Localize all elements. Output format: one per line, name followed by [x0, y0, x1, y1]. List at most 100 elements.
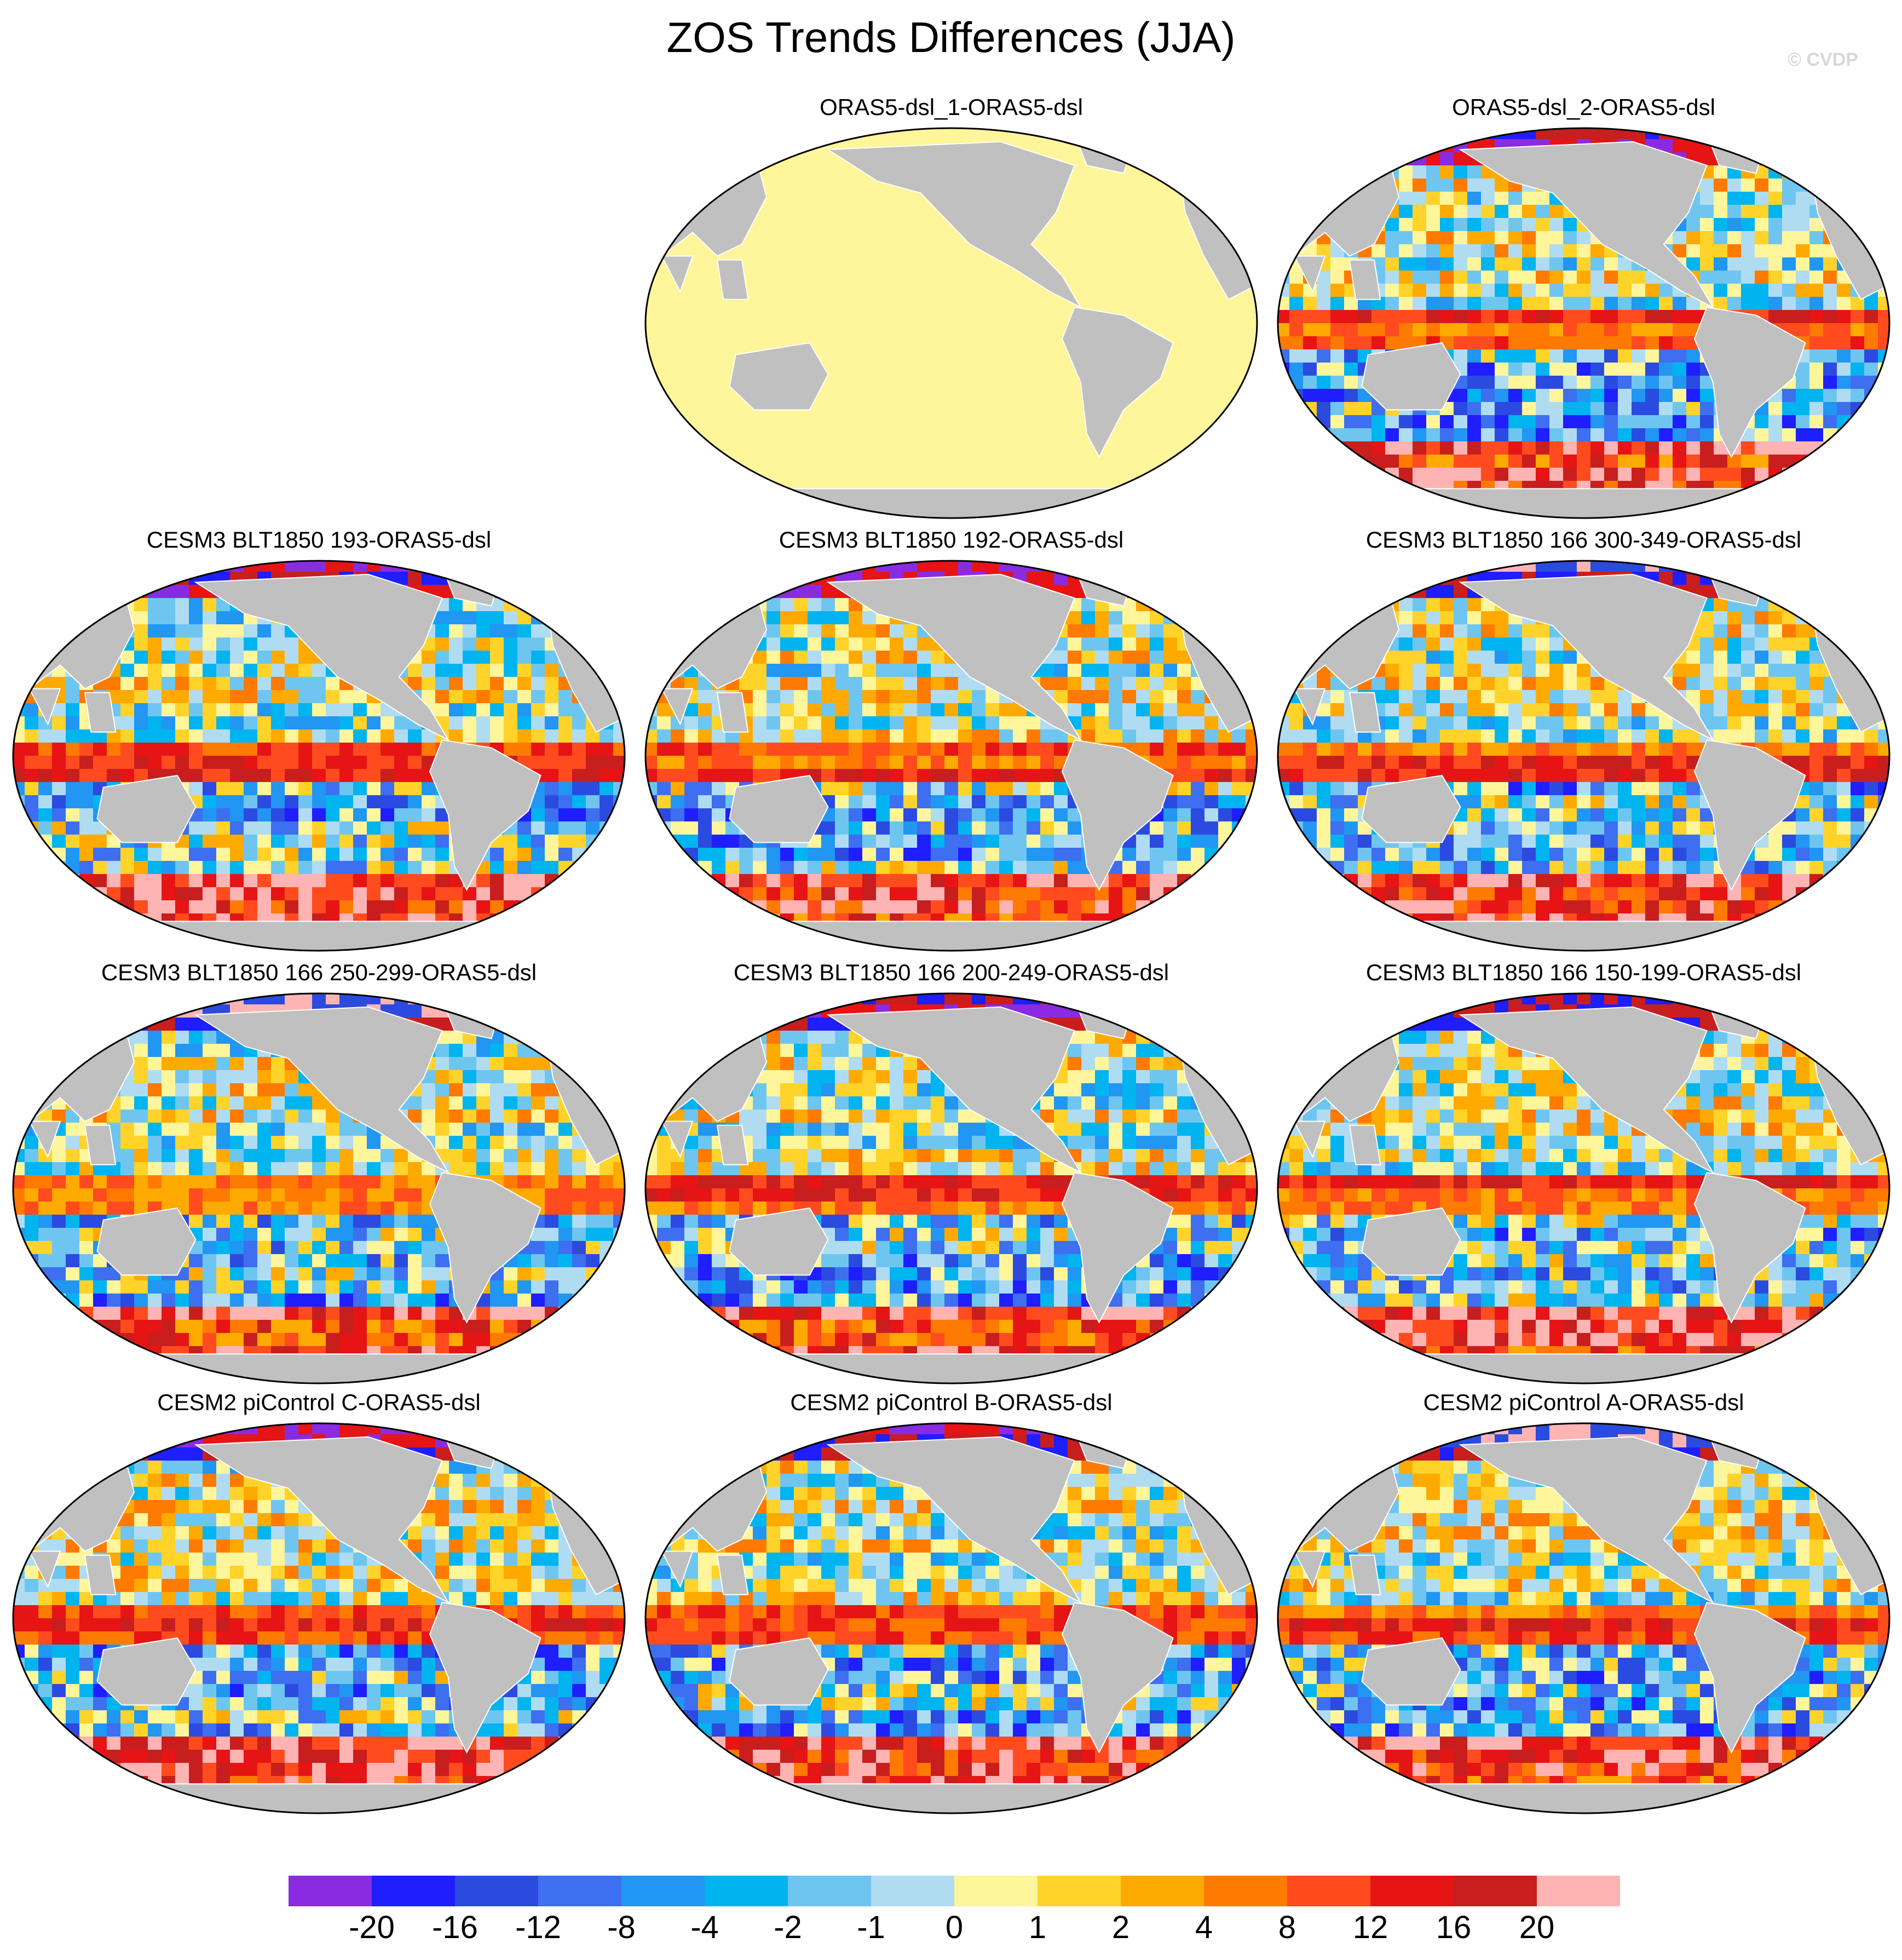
- land-mass: [84, 692, 117, 733]
- robinson-map: [1277, 992, 1891, 1384]
- land-mass: [72, 1783, 566, 1813]
- land-mass: [1061, 1602, 1174, 1754]
- colorbar-tick-label: -20: [349, 1910, 395, 1945]
- panel-title: CESM3 BLT1850 166 150-199-ORAS5-dsl: [1365, 959, 1802, 985]
- robinson-map: [1277, 1422, 1891, 1814]
- land-mass: [1061, 307, 1174, 458]
- colorbar-box: [455, 1876, 538, 1906]
- land-mass: [429, 1602, 541, 1754]
- land-mass: [84, 1554, 117, 1595]
- land-mass: [72, 921, 566, 951]
- robinson-map: [644, 127, 1258, 519]
- colorbar-tick-label: 0: [945, 1910, 964, 1945]
- land-mass: [716, 259, 749, 300]
- land-mass: [661, 688, 694, 726]
- map-panel: ORAS5-dsl_2-ORAS5-dsl: [1276, 93, 1892, 520]
- robinson-map: [1277, 127, 1891, 519]
- land-mass: [194, 573, 450, 742]
- colorbar-tick-label: -2: [774, 1910, 802, 1945]
- map-outline: [1277, 992, 1891, 1384]
- panel-title: ORAS5-dsl_1-ORAS5-dsl: [820, 94, 1083, 120]
- land-mass: [1459, 141, 1715, 309]
- colorbar-tick-label: -4: [690, 1910, 719, 1945]
- robinson-map: [644, 560, 1258, 952]
- colorbar-tick-label: 16: [1436, 1910, 1472, 1945]
- colorbar-tick-label: -1: [857, 1910, 885, 1945]
- land-mass: [716, 692, 749, 733]
- land-mass: [826, 141, 1082, 309]
- map-panel: CESM2 piControl B-ORAS5-dsl: [643, 1388, 1259, 1815]
- map-outline: [1277, 1422, 1891, 1814]
- colorbar-tick-label: 2: [1111, 1910, 1130, 1945]
- panel-title: CESM3 BLT1850 166 200-249-ORAS5-dsl: [733, 959, 1169, 985]
- land-mass: [1693, 1172, 1806, 1324]
- cvdp-watermark: © CVDP: [1788, 49, 1858, 70]
- colorbar-box: [372, 1876, 455, 1906]
- colorbar-box: [1204, 1876, 1287, 1906]
- map-outline: [12, 1422, 626, 1814]
- map-panel: CESM3 BLT1850 166 200-249-ORAS5-dsl: [643, 958, 1259, 1386]
- land-mass: [429, 1172, 541, 1324]
- land-mass: [705, 921, 1198, 951]
- land-mass: [705, 1783, 1198, 1813]
- colorbar-box: [621, 1876, 705, 1906]
- land-mass: [1459, 573, 1715, 742]
- map-panel: CESM3 BLT1850 192-ORAS5-dsl: [643, 526, 1259, 953]
- robinson-map: [1277, 560, 1891, 952]
- colorbar-tick-label: 8: [1278, 1910, 1296, 1945]
- land-mass: [1693, 739, 1806, 891]
- land-mass: [1693, 307, 1806, 458]
- colorbar-box: [1121, 1876, 1204, 1906]
- land-mass: [716, 1124, 749, 1165]
- land-mass: [28, 1550, 61, 1588]
- land-mass: [96, 1207, 197, 1276]
- land-mass: [1348, 1124, 1381, 1165]
- colorbar-box: [1454, 1876, 1537, 1906]
- land-mass: [1293, 688, 1326, 726]
- colorbar-box: [954, 1876, 1038, 1906]
- map-outline: [1277, 560, 1891, 952]
- map-panel: CESM2 piControl A-ORAS5-dsl: [1276, 1388, 1892, 1815]
- map-panel: CESM3 BLT1850 166 250-299-ORAS5-dsl: [11, 958, 627, 1386]
- land-mass: [194, 1006, 450, 1174]
- colorbar-box: [1038, 1876, 1121, 1906]
- land-mass: [661, 1550, 694, 1588]
- panel-title: CESM3 BLT1850 166 300-349-ORAS5-dsl: [1365, 527, 1802, 553]
- colorbar-box: [1287, 1876, 1370, 1906]
- land-mass: [1348, 259, 1381, 300]
- land-mass: [28, 688, 61, 726]
- panel-title: CESM3 BLT1850 192-ORAS5-dsl: [779, 527, 1124, 553]
- land-mass: [28, 1120, 61, 1158]
- land-mass: [705, 1353, 1198, 1383]
- land-mass: [729, 774, 829, 843]
- land-mass: [1348, 692, 1381, 733]
- land-mass: [429, 739, 541, 891]
- robinson-map: [12, 992, 626, 1384]
- land-mass: [729, 1637, 829, 1706]
- land-mass: [96, 774, 197, 843]
- land-mass: [716, 1554, 749, 1595]
- panel-title: ORAS5-dsl_2-ORAS5-dsl: [1452, 94, 1715, 120]
- colorbar-box: [788, 1876, 871, 1906]
- land-mass: [1361, 342, 1461, 411]
- colorbar-box: [705, 1876, 788, 1906]
- panel-title: CESM2 piControl C-ORAS5-dsl: [157, 1389, 481, 1415]
- map-panel: CESM2 piControl C-ORAS5-dsl: [11, 1388, 627, 1815]
- panel-title: CESM3 BLT1850 166 250-299-ORAS5-dsl: [101, 959, 537, 985]
- land-mass: [1337, 921, 1830, 951]
- land-mass: [661, 255, 694, 293]
- land-mass: [1693, 1602, 1806, 1754]
- land-mass: [1337, 1783, 1830, 1813]
- map-panel: ORAS5-dsl_1-ORAS5-dsl: [643, 93, 1259, 520]
- colorbar-tick-label: -12: [515, 1910, 561, 1945]
- panel-title: CESM3 BLT1850 193-ORAS5-dsl: [146, 527, 492, 553]
- colorbar-box: [1370, 1876, 1454, 1906]
- colorbar-box: [289, 1876, 372, 1906]
- land-mass: [96, 1637, 197, 1706]
- colorbar-tick-label: -16: [432, 1910, 478, 1945]
- robinson-map: [644, 1422, 1258, 1814]
- land-mass: [1337, 1353, 1830, 1383]
- land-mass: [1361, 774, 1461, 843]
- land-mass: [826, 573, 1082, 742]
- map-outline: [1277, 127, 1891, 519]
